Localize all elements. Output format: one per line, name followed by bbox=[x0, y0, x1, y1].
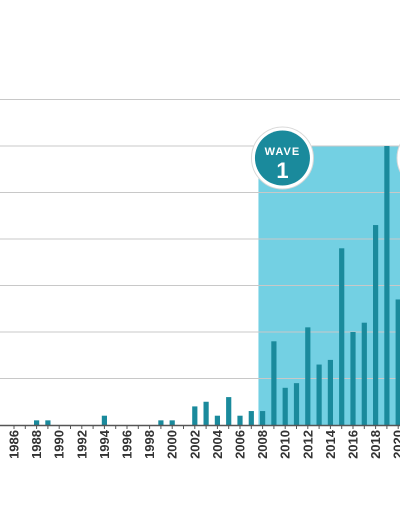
x-tick-label: 2014 bbox=[323, 429, 338, 459]
bar-2012 bbox=[305, 327, 311, 425]
x-tick-label: 2010 bbox=[278, 430, 293, 459]
x-tick-label: 1990 bbox=[52, 430, 67, 459]
x-tick-labels: 1986 1988 1990 1992 1994 1996 1998 2000 2002 2004… bbox=[7, 429, 400, 459]
wave-badge-label: WAVE bbox=[265, 146, 301, 158]
x-tick-label: 2016 bbox=[346, 430, 361, 459]
x-tick-label: 1992 bbox=[74, 430, 89, 459]
bar-2010 bbox=[282, 387, 288, 425]
bar-2016 bbox=[350, 332, 356, 425]
next-badge-ring bbox=[396, 143, 400, 173]
bar-2000 bbox=[169, 420, 175, 425]
x-tick-label: 1998 bbox=[142, 430, 157, 459]
bar-2008 bbox=[260, 411, 266, 425]
x-tick-label: 1994 bbox=[97, 429, 112, 459]
x-tick-label: 2008 bbox=[255, 430, 270, 459]
x-tick-label: 2004 bbox=[210, 429, 225, 459]
bar-2018 bbox=[373, 225, 379, 425]
bars bbox=[34, 146, 400, 425]
bar-1994 bbox=[101, 415, 107, 425]
x-tick-label: 2000 bbox=[165, 430, 180, 459]
bar-2006 bbox=[237, 415, 243, 425]
bar-2003 bbox=[203, 401, 209, 425]
bar-1999 bbox=[158, 420, 164, 425]
bar-2015 bbox=[339, 248, 345, 425]
bar-2005 bbox=[226, 397, 232, 425]
x-tick-label: 1996 bbox=[120, 430, 135, 459]
wave-badge-circle bbox=[254, 130, 310, 186]
x-tick-label: 2006 bbox=[233, 430, 248, 459]
x-tick-label: 2020 bbox=[391, 430, 400, 459]
bar-2002 bbox=[192, 406, 198, 425]
bar-2004 bbox=[214, 415, 220, 425]
x-tick-label: 1986 bbox=[7, 430, 22, 459]
gridlines bbox=[0, 99, 400, 379]
x-tick-label: 2002 bbox=[187, 430, 202, 459]
bar-2019 bbox=[384, 146, 390, 425]
bar-2017 bbox=[361, 322, 367, 425]
bar-2007 bbox=[248, 411, 254, 425]
bar-2013 bbox=[316, 364, 322, 425]
bar-2014 bbox=[327, 359, 333, 425]
bar-2020 bbox=[395, 299, 400, 425]
x-axis bbox=[0, 424, 400, 429]
bar-1989 bbox=[45, 420, 51, 425]
x-tick-label: 2012 bbox=[300, 430, 315, 459]
wave-badge-number: 1 bbox=[276, 158, 288, 183]
bar-2009 bbox=[271, 341, 277, 425]
bar-1988 bbox=[34, 420, 40, 425]
bar-2011 bbox=[293, 383, 300, 425]
x-tick-label: 2018 bbox=[368, 430, 383, 459]
x-tick-label: 1988 bbox=[29, 430, 44, 459]
